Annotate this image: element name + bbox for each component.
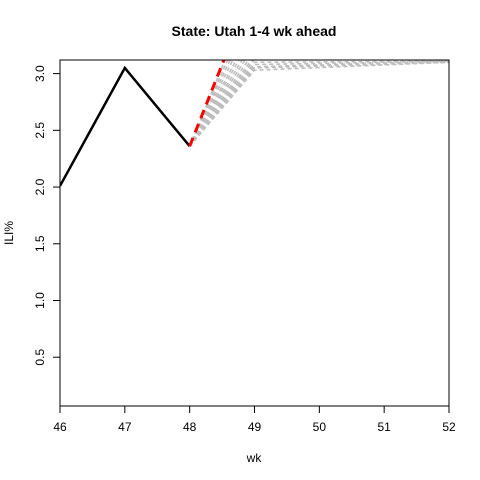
x-tick-label: 51 [377, 420, 391, 434]
y-tick-label: 0.5 [33, 349, 47, 366]
y-tick-label: 1.5 [33, 235, 47, 252]
x-tick-label: 47 [118, 420, 132, 434]
y-tick-label: 2.0 [33, 178, 47, 195]
forecast-sample-line-1 [189, 61, 449, 147]
x-tick-label: 49 [248, 420, 262, 434]
forecast-sample-line-4 [189, 60, 449, 147]
y-tick-label: 1.0 [33, 292, 47, 309]
x-tick-label: 50 [313, 420, 327, 434]
chart-title: State: Utah 1-4 wk ahead [172, 23, 337, 39]
y-axis-label: ILI% [2, 221, 16, 245]
forecast-sample-line-6 [189, 60, 449, 147]
forecast-sample-line-8 [189, 60, 250, 147]
observed-line [60, 65, 191, 187]
y-tick-label: 2.5 [33, 122, 47, 139]
forecast-sample-line-15 [188, 60, 229, 147]
forecast-sample-line-5 [189, 60, 449, 147]
series-layer [60, 60, 226, 187]
forecast-sample-line-12 [188, 60, 238, 147]
forecast-sample-line-3 [189, 60, 449, 147]
x-tick-label: 52 [442, 420, 456, 434]
forecast-sample-line-2 [189, 61, 449, 147]
forecast-samples-layer [188, 60, 449, 147]
x-axis-label: wk [246, 451, 263, 465]
plot-frame [59, 59, 450, 407]
forecast-sample-line-14 [188, 60, 231, 147]
y-tick-label: 3.0 [33, 65, 47, 82]
forecast-sample-line-11 [188, 60, 240, 147]
forecast-sample-line-16 [188, 60, 226, 147]
y-axis: 0.5 1.0 1.5 2.0 2.5 3.0 [33, 65, 61, 366]
x-tick-label: 46 [53, 420, 67, 434]
forecast-sample-line-7 [189, 60, 449, 147]
x-axis: 46 47 48 49 50 51 52 [53, 405, 456, 434]
x-tick-label: 48 [183, 420, 197, 434]
